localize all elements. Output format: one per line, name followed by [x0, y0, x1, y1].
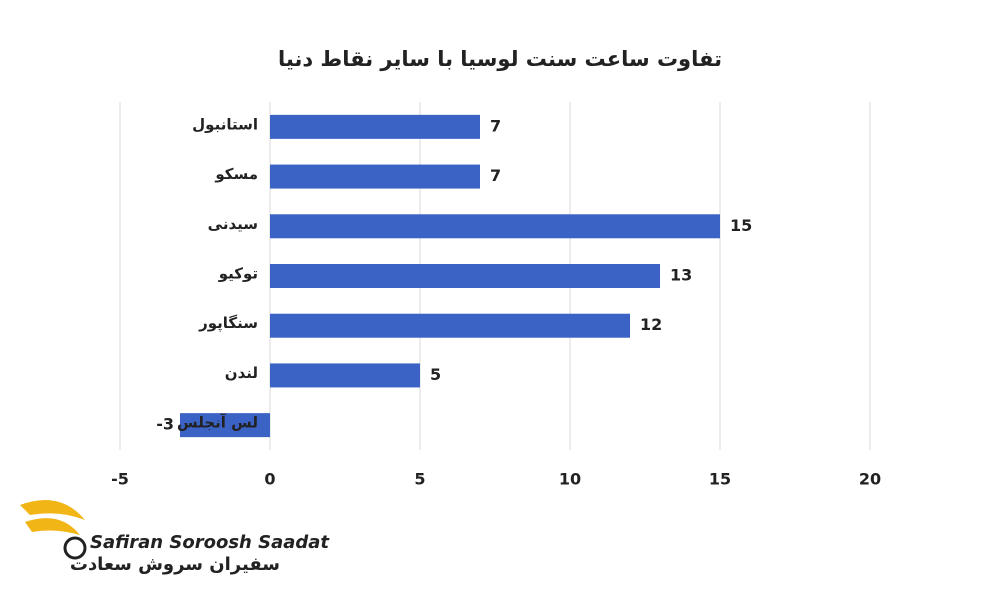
bar	[270, 363, 420, 388]
bar	[180, 413, 270, 438]
x-tick-label: 15	[709, 470, 731, 489]
logo-fa: سفیران سروش سعادت	[70, 554, 280, 575]
y-tick-label: استانبول	[192, 115, 258, 133]
y-tick-label: سنگاپور	[198, 314, 258, 333]
logo-wing	[20, 500, 85, 535]
x-tick-label: 10	[559, 470, 581, 489]
logo-swirl	[63, 536, 87, 560]
data-label: 15	[730, 216, 752, 235]
data-label: 13	[670, 266, 692, 285]
x-tick-label: 20	[859, 470, 881, 489]
logo-en: Safiran Soroosh Saadat	[90, 532, 330, 553]
x-tick-label: 0	[264, 470, 275, 489]
y-tick-label: لس آنجلس	[177, 414, 258, 432]
bar	[270, 264, 660, 288]
logo: Safiran Soroosh Saadat سفیران سروش سعادت	[20, 500, 330, 575]
x-tick-label: -5	[111, 470, 129, 489]
x-tick-label: 5	[414, 470, 425, 489]
y-tick-label: مسکو	[214, 165, 258, 183]
bar	[270, 164, 480, 189]
y-tick-label: لندن	[225, 364, 258, 382]
data-label: -3	[156, 415, 174, 434]
data-label: 7	[490, 166, 501, 185]
bar	[270, 214, 720, 239]
data-label: 7	[490, 116, 501, 135]
y-tick-label: توکیو	[218, 265, 258, 283]
y-tick-label: سیدنی	[208, 215, 258, 233]
data-label: 5	[430, 365, 441, 384]
chart-title: تفاوت ساعت سنت لوسیا با سایر نقاط دنیا	[278, 47, 722, 71]
bar	[270, 114, 480, 139]
bar	[270, 313, 630, 338]
data-label: 12	[640, 315, 662, 334]
